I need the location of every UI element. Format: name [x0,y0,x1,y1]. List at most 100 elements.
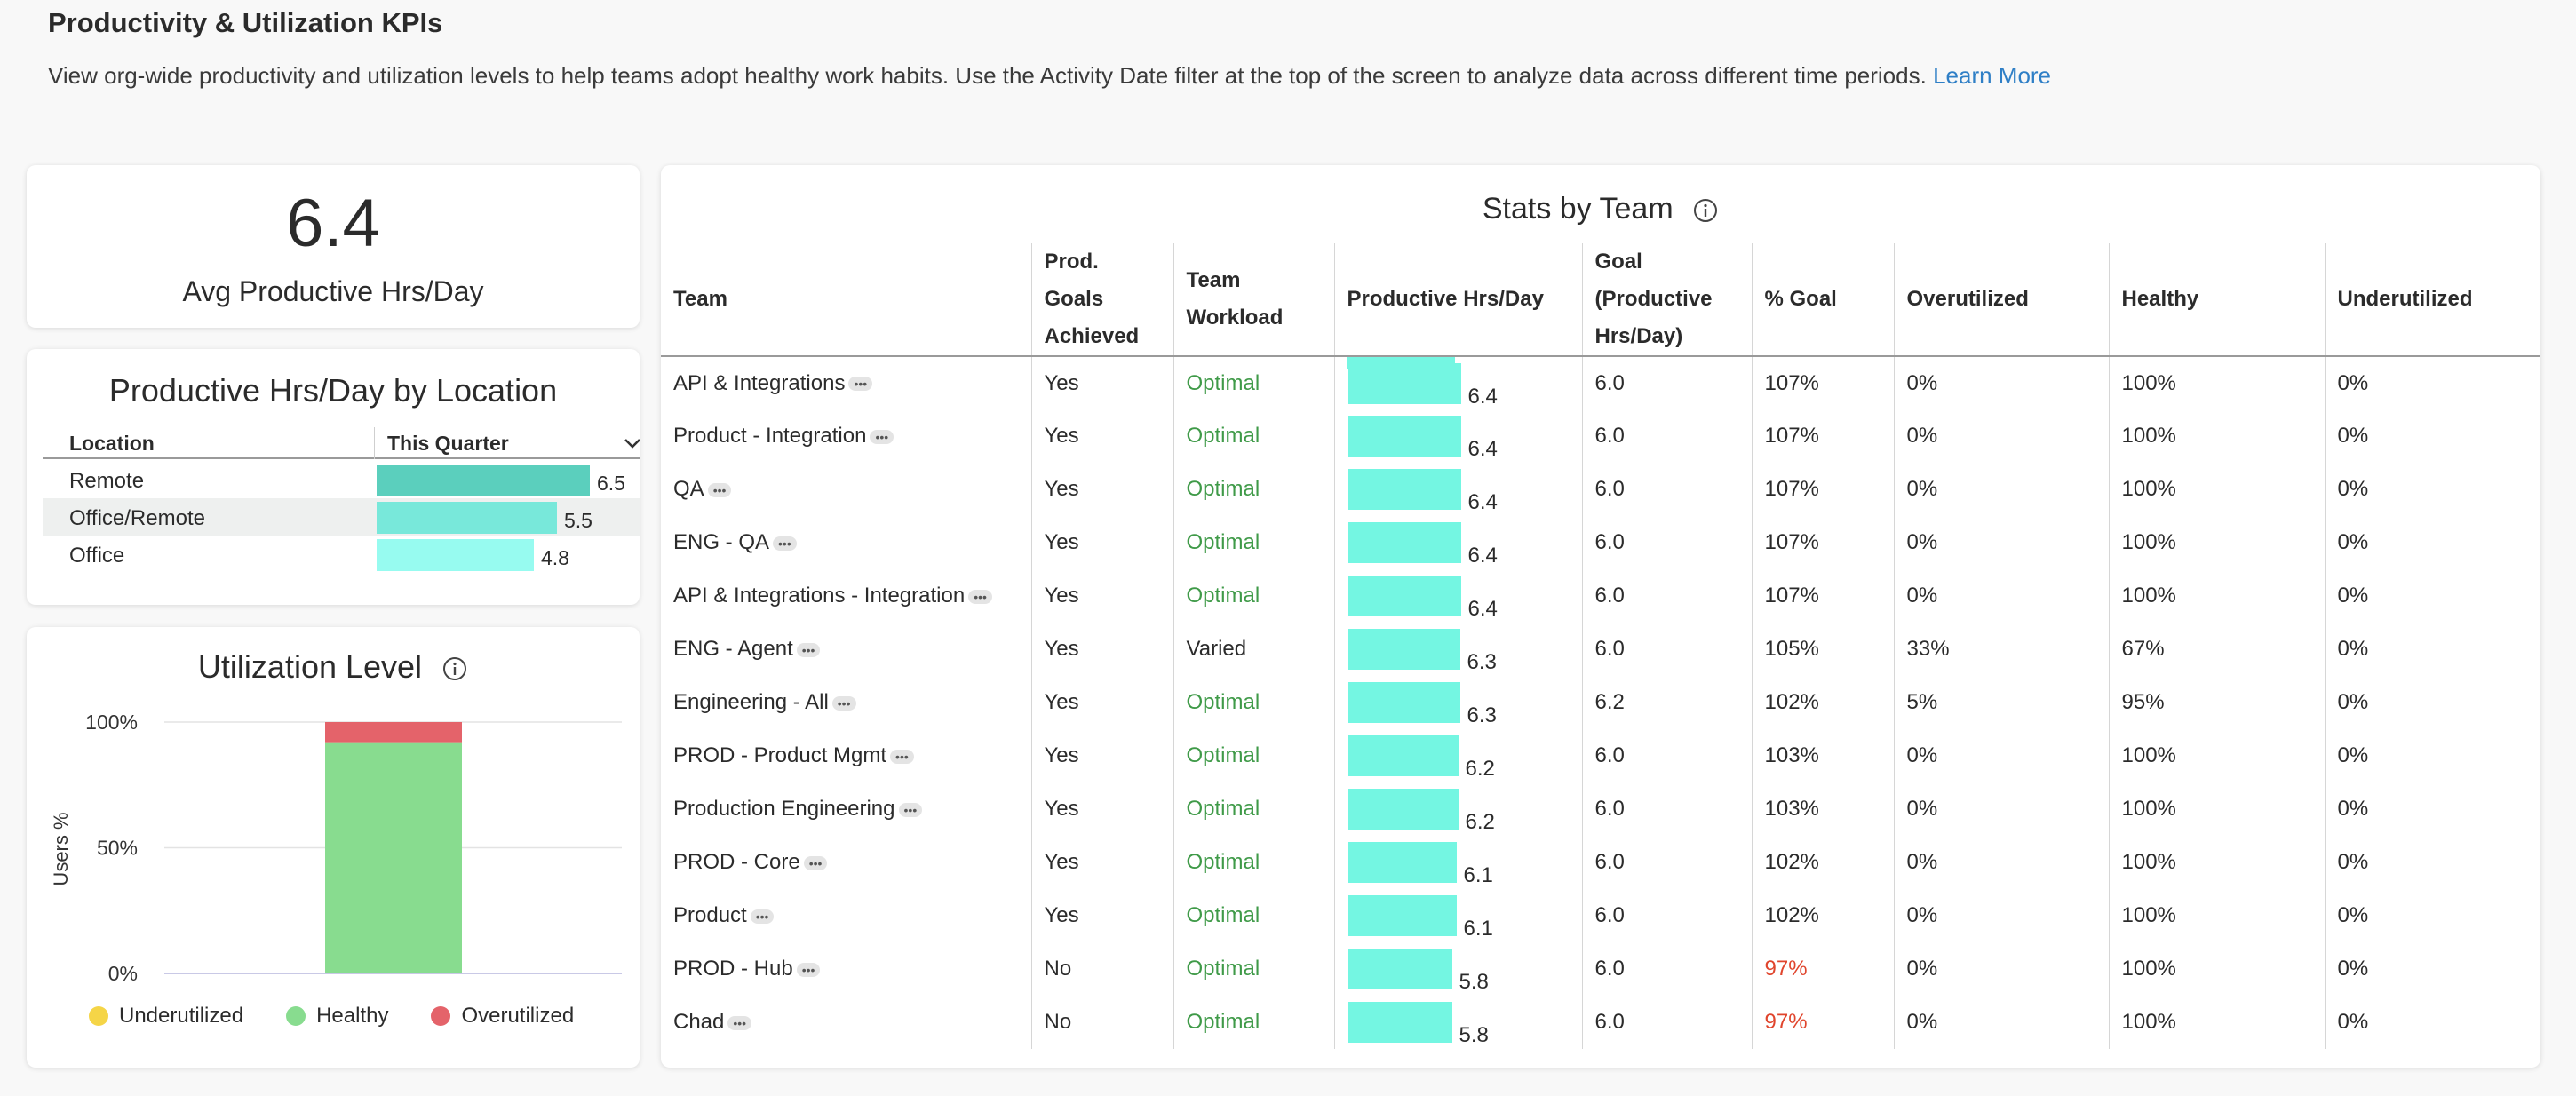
table-row[interactable]: API & Integrations - Integration ••• Yes Op… [661,569,2540,623]
underutilized-cell: 0% [2324,676,2540,729]
bar-wrap: 6.4 [1347,469,1570,514]
location-row: Office 4.8 [43,536,640,573]
more-icon[interactable]: ••• [773,536,797,551]
stats-title-wrap: Stats by Team [661,192,2540,226]
column-header[interactable]: Team [661,243,1031,357]
healthy-cell: 100% [2108,996,2325,1049]
productive-hrs-cell: 6.4 [1333,409,1582,463]
goal-cell: 6.0 [1581,836,1752,889]
table-row[interactable]: Product - Integration ••• Yes Optimal 6.4 6.0… [661,409,2540,463]
goal-cell: 6.0 [1581,409,1752,463]
more-icon[interactable]: ••• [727,1015,752,1030]
workload-cell: Varied [1173,623,1334,676]
utilization-title: Utilization Level [197,648,423,685]
table-row[interactable]: Engineering - All ••• Yes Optimal 6.3 6.2 102%… [661,676,2540,729]
workload-cell: Optimal [1173,942,1334,996]
pct-goal-cell: 102% [1751,889,1894,942]
workload-cell: Optimal [1173,889,1334,942]
team-cell: API & Integrations ••• [661,356,1031,409]
table-row[interactable]: Product ••• Yes Optimal 6.1 6.0 102% 0% 100% 0% [661,889,2540,942]
table-row[interactable]: QA ••• Yes Optimal 6.4 6.0 107% 0% 100% 0% [661,463,2540,516]
column-header[interactable]: Prod. Goals Achieved [1030,243,1173,357]
kpi-card: 6.4 Avg Productive Hrs/Day [27,165,640,328]
productive-hrs-cell: 6.3 [1333,676,1582,729]
column-header[interactable]: Goal (Productive Hrs/Day) [1581,243,1752,357]
productive-hrs-cell: 6.1 [1333,836,1582,889]
more-icon[interactable]: ••• [803,855,828,870]
table-row[interactable]: Production Engineering ••• Yes Optimal 6.2 6.… [661,782,2540,836]
stats-title: Stats by Team [1482,192,1674,226]
more-icon[interactable]: ••• [968,589,992,604]
table-row[interactable]: ENG - QA ••• Yes Optimal 6.4 6.0 107% 0% 100% 0% [661,516,2540,569]
more-icon[interactable]: ••• [848,377,873,392]
team-name: PROD - Product Mgmt [673,743,887,767]
location-row: Office/Remote 5.5 [43,498,640,536]
healthy-cell: 100% [2108,516,2325,569]
page-title: Productivity & Utilization KPIs [48,7,443,38]
underutilized-cell: 0% [2324,836,2540,889]
location-bar [377,539,534,571]
period-dropdown-label: This Quarter [387,432,509,455]
pct-goal-cell: 107% [1751,409,1894,463]
bar-wrap: 6.2 [1347,789,1570,834]
more-icon[interactable]: ••• [831,695,856,711]
table-row[interactable]: PROD - Hub ••• No Optimal 5.8 6.0 97% 0% 100% 0% [661,942,2540,996]
overutilized-cell: 0% [1893,409,2109,463]
productive-hrs-cell: 6.1 [1333,889,1582,942]
team-name: Product [673,903,747,927]
more-icon[interactable]: ••• [796,962,821,977]
overutilized-cell: 0% [1893,942,2109,996]
location-bar [377,465,590,496]
productive-hrs-cell: 6.4 [1333,516,1582,569]
more-icon[interactable]: ••• [750,909,775,924]
column-header[interactable]: Productive Hrs/Day [1333,243,1582,357]
bar-wrap: 6.3 [1347,682,1570,727]
pct-goal-cell: 102% [1751,676,1894,729]
table-row[interactable]: API & Integrations ••• Yes Optimal 6.4 6.0 107… [661,356,2540,409]
goals-achieved-cell: Yes [1030,516,1173,569]
info-icon[interactable] [1692,197,1719,224]
column-header[interactable]: % Goal [1751,243,1894,357]
table-row[interactable]: ENG - Agent ••• Yes Varied 6.3 6.0 105% 33% 67% 0… [661,623,2540,676]
location-title: Productive Hrs/Day by Location [108,372,558,409]
productive-hrs-bar [1347,1002,1452,1043]
workload-cell: Optimal [1173,356,1334,409]
column-header[interactable]: Underutilized [2324,243,2540,357]
location-label: Remote [69,469,145,493]
more-icon[interactable]: ••• [796,642,821,657]
bar-wrap: 6.4 [1347,362,1570,409]
overutilized-cell: 0% [1893,356,2109,409]
bar-wrap: 6.1 [1347,842,1570,887]
healthy-cell: 100% [2108,729,2325,782]
healthy-cell: 100% [2108,942,2325,996]
productive-hrs-cell: 6.3 [1333,623,1582,676]
bar-wrap: 6.4 [1347,522,1570,568]
column-header[interactable]: Team Workload [1173,243,1334,357]
team-cell: Engineering - All ••• [661,676,1031,729]
learn-more-link[interactable]: Learn More [1933,62,2052,89]
period-dropdown[interactable]: This Quarter [374,427,656,459]
table-row[interactable]: Chad ••• No Optimal 5.8 6.0 97% 0% 100% 0% [661,996,2540,1049]
legend-dot [431,1006,451,1026]
info-icon[interactable] [441,655,468,682]
location-row: Remote 6.5 [43,461,640,498]
column-header[interactable]: Overutilized [1893,243,2109,357]
productive-hrs-cell: 5.8 [1333,942,1582,996]
more-icon[interactable]: ••• [890,749,914,764]
utilization-card: Utilization Level 0% 50% 100% Users % Under… [27,627,640,1068]
productive-hrs-value: 6.4 [1467,490,1498,514]
productive-hrs-value: 6.3 [1467,703,1497,727]
column-header[interactable]: Healthy [2108,243,2325,357]
more-icon[interactable]: ••• [870,429,894,444]
more-icon[interactable]: ••• [707,482,732,497]
productive-hrs-value: 5.8 [1459,1023,1489,1047]
goals-achieved-cell: Yes [1030,782,1173,836]
location-value: 6.5 [597,472,625,495]
productive-hrs-value: 6.4 [1467,384,1498,409]
utilization-chart: 0% 50% 100% Users % [50,711,622,985]
more-icon[interactable]: ••• [898,802,923,817]
underutilized-cell: 0% [2324,409,2540,463]
productive-hrs-cell: 6.2 [1333,782,1582,836]
table-row[interactable]: PROD - Product Mgmt ••• Yes Optimal 6.2 6.0 10… [661,729,2540,782]
table-row[interactable]: PROD - Core ••• Yes Optimal 6.1 6.0 102% 0% 100%… [661,836,2540,889]
